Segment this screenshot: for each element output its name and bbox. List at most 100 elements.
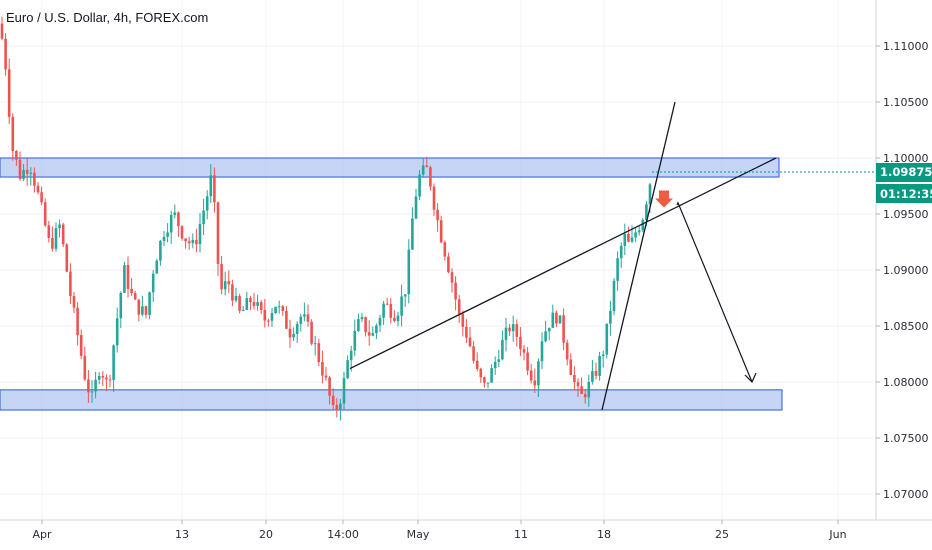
candle-body: [522, 349, 526, 353]
candle: [36, 182, 40, 195]
candle: [565, 339, 569, 366]
candle: [245, 291, 249, 311]
candle-body: [155, 260, 159, 274]
candle: [364, 316, 367, 337]
candle: [547, 327, 551, 341]
candle-body: [421, 165, 425, 175]
candle-body: [144, 306, 148, 315]
candle: [321, 350, 324, 384]
candle: [141, 295, 144, 317]
candle-body: [436, 209, 439, 221]
candle-body: [7, 69, 11, 117]
x-tick-label: 25: [715, 528, 729, 541]
candle-body: [565, 342, 569, 360]
candle-body: [573, 374, 576, 383]
candle: [76, 302, 79, 346]
candle: [169, 210, 173, 244]
candle: [15, 150, 18, 166]
candle-body: [396, 315, 400, 322]
candle-body: [375, 325, 378, 334]
candle: [274, 306, 277, 314]
candle: [173, 204, 177, 219]
candle: [414, 188, 418, 220]
candle: [637, 225, 641, 236]
candle-body: [616, 258, 619, 281]
candle: [223, 271, 227, 296]
candle: [54, 222, 58, 252]
candle-body: [605, 323, 609, 355]
candle-body: [526, 352, 529, 371]
candle-body: [36, 185, 40, 193]
candle-body: [504, 327, 508, 340]
candle: [483, 376, 486, 388]
candle-body: [515, 324, 519, 337]
candle-body: [4, 38, 7, 70]
price-axis[interactable]: 1.11000 1.10500 1.10000 1.09500 1.09000 1.085…: [876, 40, 929, 501]
candle: [133, 290, 137, 300]
candle: [522, 344, 526, 361]
candle: [295, 321, 299, 343]
candle: [288, 319, 292, 348]
candle: [360, 312, 364, 323]
candle: [357, 313, 360, 333]
candle: [389, 298, 393, 324]
candle: [227, 270, 231, 294]
candle: [450, 268, 454, 293]
candle-body: [540, 341, 544, 362]
y-tick-label: 1.09500: [883, 208, 929, 221]
candle: [72, 292, 76, 314]
candle-body: [346, 360, 349, 379]
candle: [371, 326, 375, 337]
candle: [159, 239, 162, 266]
candle: [605, 323, 609, 359]
candle: [576, 378, 580, 398]
x-tick-label: 13: [175, 528, 189, 541]
candle: [486, 382, 490, 389]
trendline: [601, 101, 676, 411]
candle-body: [450, 272, 454, 283]
candle-body: [223, 281, 227, 290]
candle-body: [648, 184, 652, 205]
candle-body: [202, 210, 205, 225]
time-axis[interactable]: Apr 13 20 14:00 May 11 18 25 Jun: [32, 520, 847, 541]
candle: [162, 231, 166, 247]
candle: [573, 366, 576, 391]
candle-body: [72, 296, 76, 308]
candle: [191, 233, 195, 249]
y-tick-label: 1.09000: [883, 264, 929, 277]
candle: [342, 371, 346, 411]
candle: [421, 158, 425, 177]
candle-body: [472, 346, 475, 361]
candle-body: [321, 361, 324, 376]
candle-body: [645, 204, 648, 220]
candle: [213, 167, 216, 213]
candle: [619, 242, 623, 269]
candle-body: [634, 232, 637, 238]
candle-body: [267, 320, 270, 322]
candle: [555, 310, 558, 328]
candle-body: [263, 309, 267, 321]
candle-body: [151, 273, 155, 293]
candle-body: [83, 355, 87, 380]
candle: [583, 389, 587, 404]
candle: [396, 311, 400, 327]
candle-body: [519, 336, 522, 350]
candle-body: [393, 317, 396, 322]
y-tick-label: 1.07500: [883, 432, 929, 445]
candle: [313, 335, 317, 356]
candle-body: [400, 296, 403, 316]
candle-body: [418, 174, 421, 197]
candle: [454, 276, 457, 311]
candle: [112, 344, 115, 393]
candle: [465, 319, 468, 343]
candle: [468, 327, 472, 348]
candle: [519, 327, 522, 357]
candle: [335, 398, 339, 418]
candle-body: [195, 239, 198, 245]
candle: [25, 158, 29, 186]
candle-body: [281, 306, 285, 311]
candle: [65, 243, 69, 273]
candle-body: [429, 167, 432, 187]
candle: [263, 298, 267, 328]
